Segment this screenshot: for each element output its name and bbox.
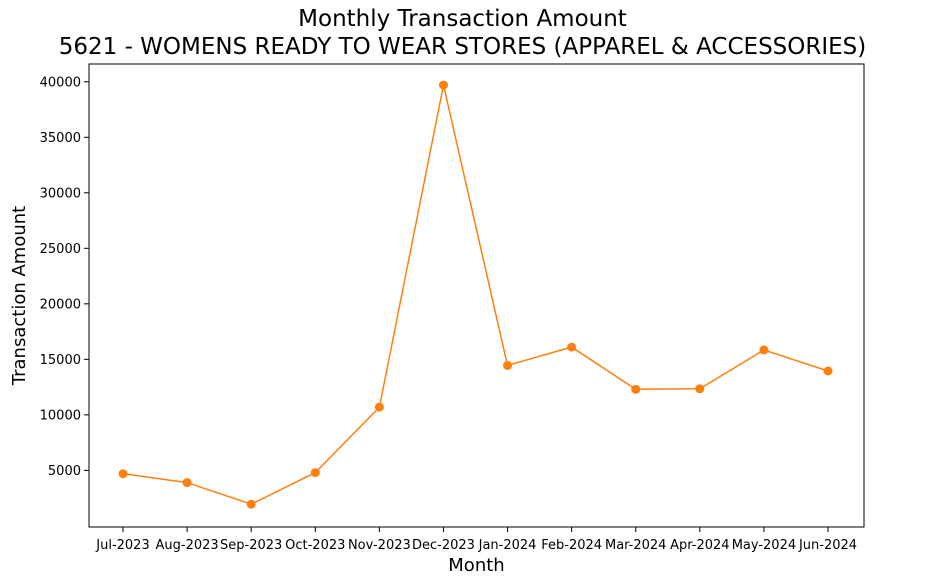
x-axis-label: Month: [448, 555, 504, 576]
chart-title-line-1: Monthly Transaction Amount: [298, 6, 627, 32]
data-point: [567, 342, 577, 352]
data-point: [695, 384, 705, 394]
x-tick-label: Jun-2024: [798, 538, 857, 553]
x-tick-label: May-2024: [732, 538, 796, 553]
y-tick-label: 10000: [40, 408, 81, 423]
data-point: [631, 384, 641, 394]
y-tick-label: 35000: [40, 131, 81, 146]
x-tick-label: Apr-2024: [670, 538, 729, 553]
data-point: [374, 402, 384, 412]
data-point: [759, 345, 769, 355]
x-tick-label: Jan-2024: [478, 538, 537, 553]
series-markers: [118, 80, 833, 509]
y-axis: 5000 10000 15000 20000 25000 30000 35000 40000: [40, 75, 89, 479]
y-tick-label: 25000: [40, 242, 81, 257]
y-tick-label: 15000: [40, 353, 81, 368]
data-point: [246, 499, 256, 509]
x-tick-label: Jul-2023: [95, 538, 149, 553]
y-tick-label: 20000: [40, 297, 81, 312]
x-tick-label: Aug-2023: [156, 538, 219, 553]
chart-title-line-2: 5621 - WOMENS READY TO WEAR STORES (APPA…: [58, 34, 867, 60]
y-tick-label: 40000: [40, 75, 81, 90]
data-point: [182, 478, 192, 488]
data-point: [118, 469, 128, 479]
x-axis: Jul-2023 Aug-2023 Sep-2023 Oct-2023 Nov-2023…: [95, 527, 857, 553]
y-axis-label: Transaction Amount: [9, 206, 30, 386]
x-tick-label: Mar-2024: [605, 538, 666, 553]
x-tick-label: Dec-2023: [412, 538, 475, 553]
x-tick-label: Oct-2023: [285, 538, 345, 553]
data-point: [310, 468, 320, 478]
x-tick-label: Feb-2024: [541, 538, 602, 553]
y-tick-label: 5000: [48, 464, 81, 479]
data-point: [438, 80, 448, 90]
x-tick-label: Sep-2023: [220, 538, 282, 553]
data-point: [503, 360, 513, 370]
series-line: [122, 84, 829, 506]
data-point: [823, 366, 833, 376]
x-tick-label: Nov-2023: [348, 538, 411, 553]
y-tick-label: 30000: [40, 186, 81, 201]
plot-frame: [88, 63, 865, 528]
